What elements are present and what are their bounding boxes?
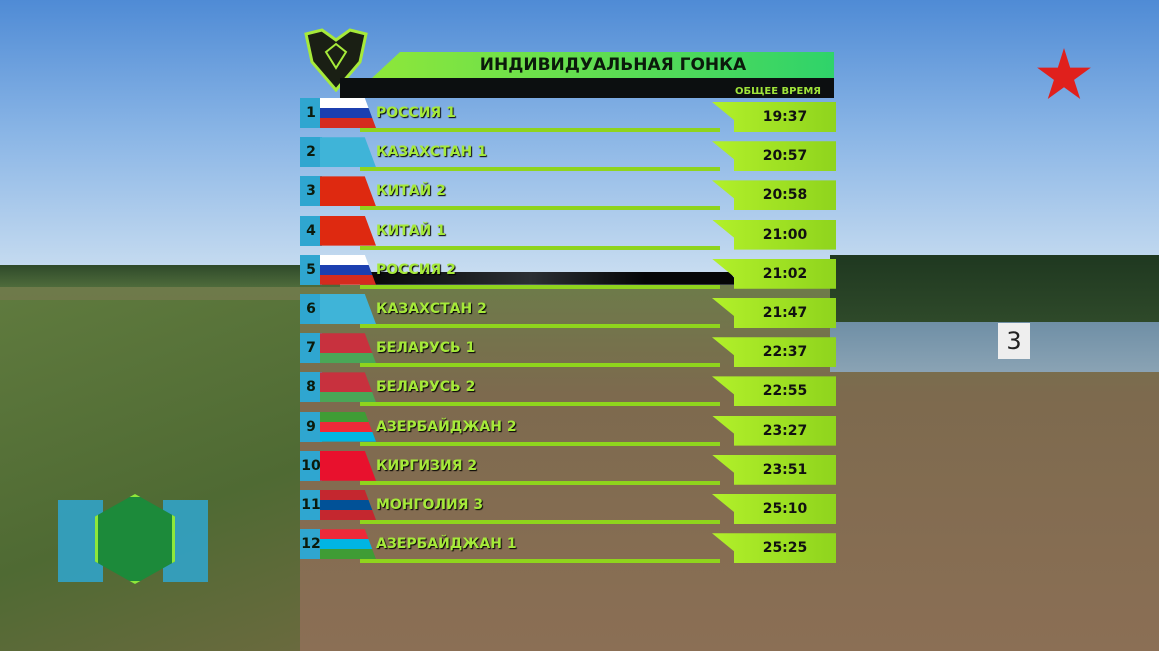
flag-icon [320,450,376,481]
rank: 5 [300,254,322,285]
row-underline [360,206,720,211]
team-name: АЗЕРБАЙДЖАН 1 [376,536,517,553]
race-title: ИНДИВИДУАЛЬНАЯ ГОНКА [372,52,834,78]
row-underline [360,402,720,407]
flag-icon [320,215,376,246]
row-underline [360,128,720,132]
flag-icon [320,333,376,364]
flag-icon [320,529,376,560]
flag-icon [320,137,376,168]
row-underline [360,363,720,368]
team-name: КИРГИЗИЯ 2 [376,457,478,474]
sky-background [0,0,1159,272]
rank: 8 [300,372,322,403]
row-underline [360,559,720,564]
rank: 7 [300,333,322,364]
treeline-right [830,255,1159,325]
subheader-bar [340,78,834,98]
total-time: 22:55 [762,383,808,400]
total-time: 21:47 [762,305,808,321]
row-underline [360,284,720,289]
row-underline [360,167,720,172]
table-row: 2 КАЗАХСТАН 1 20:57 [300,137,836,172]
team-name: РОССИЯ 1 [376,105,456,121]
table-row: 8 БЕЛАРУСЬ 2 22:55 [300,372,836,407]
rank: 6 [300,294,322,324]
table-row: 4 КИТАЙ 1 21:00 [300,215,836,250]
grass [0,300,300,651]
flag-icon [320,294,376,324]
row-underline [360,245,720,250]
course-sign: 3 [998,323,1030,359]
water [830,322,1159,372]
flag-icon [320,372,376,403]
total-time: 25:10 [762,501,808,517]
rank: 9 [300,411,322,442]
team-name: КАЗАХСТАН 1 [376,144,487,161]
total-time: 19:37 [762,109,808,125]
flag-icon [320,176,376,207]
flag-icon [320,490,376,520]
flag-icon [320,411,376,442]
rank: 4 [300,215,322,246]
rank: 11 [300,490,322,520]
total-time: 23:51 [762,461,808,478]
rank: 10 [300,450,322,481]
row-underline [360,324,720,328]
team-name: МОНГОЛИЯ 3 [376,497,484,513]
army-games-logo-icon [304,28,368,92]
total-time: 20:57 [762,148,808,165]
treeline-left [0,265,340,287]
total-time: 21:00 [762,226,808,243]
table-row: 1 РОССИЯ 1 19:37 [300,98,836,132]
flag-icon [320,254,376,285]
rank: 2 [300,137,322,168]
rank: 12 [300,529,322,560]
team-name: КАЗАХСТАН 2 [376,301,487,317]
total-time: 21:02 [762,265,808,282]
table-row: 11 МОНГОЛИЯ 3 25:10 [300,490,836,524]
tank-biathlon-badge-icon [95,494,175,584]
total-time: 23:27 [762,422,808,439]
table-row: 5 РОССИЯ 2 21:02 [300,254,836,289]
rank: 1 [300,98,322,128]
team-name: АЗЕРБАЙДЖАН 2 [376,418,517,435]
team-name: БЕЛАРУСЬ 2 [376,379,476,396]
table-row: 3 КИТАЙ 2 20:58 [300,176,836,211]
team-name: РОССИЯ 2 [376,261,456,278]
total-time: 25:25 [762,540,808,557]
total-time-header: ОБЩЕЕ ВРЕМЯ [735,86,821,97]
team-name: КИТАЙ 1 [376,222,446,239]
flag-icon [320,98,376,128]
row-underline [360,441,720,446]
row-underline [360,520,720,524]
team-name: КИТАЙ 2 [376,183,446,200]
table-row: 10 КИРГИЗИЯ 2 23:51 [300,450,836,485]
total-time: 22:37 [762,344,808,361]
table-row: 9 АЗЕРБАЙДЖАН 2 23:27 [300,411,836,446]
total-time: 20:58 [762,187,808,204]
table-row: 6 КАЗАХСТАН 2 21:47 [300,294,836,328]
table-row: 7 БЕЛАРУСЬ 1 22:37 [300,333,836,368]
team-name: БЕЛАРУСЬ 1 [376,340,476,357]
row-underline [360,480,720,485]
rank: 3 [300,176,322,207]
table-row: 12 АЗЕРБАЙДЖАН 1 25:25 [300,529,836,564]
